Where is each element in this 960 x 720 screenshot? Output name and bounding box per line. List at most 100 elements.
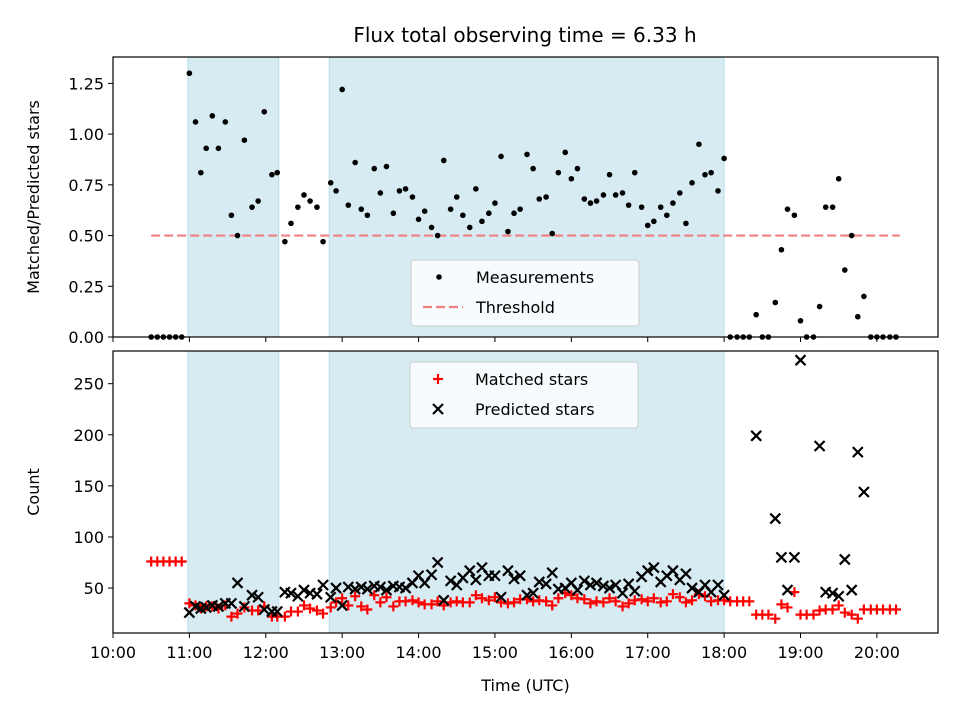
x-tick-label: 13:00	[319, 643, 365, 662]
predicted-stars-marker	[813, 440, 826, 452]
predicted-stars-marker	[858, 486, 870, 498]
measurements-marker	[587, 200, 594, 206]
matched-stars-marker	[547, 600, 558, 611]
matched-stars-marker	[413, 597, 424, 608]
matched-stars-marker	[325, 602, 336, 613]
y-axis-label: Matched/Predicted stars	[24, 100, 43, 294]
matched-stars-marker	[375, 597, 386, 608]
predicted-stars-marker	[336, 599, 348, 612]
measurements-marker	[396, 188, 403, 194]
measurements-marker	[466, 224, 473, 231]
predicted-stars-marker	[788, 551, 801, 564]
measurements-marker	[562, 149, 569, 156]
x-tick-label: 15:00	[472, 643, 518, 662]
measurements-marker	[352, 159, 358, 166]
legend-entry-predicted-stars: Predicted stars	[432, 400, 595, 419]
axis-ticks: 50 100 150 200 250	[73, 375, 878, 638]
matched-stars-marker	[839, 607, 850, 618]
measurements-marker	[269, 171, 275, 178]
predicted-stars-marker	[845, 584, 858, 596]
predicted-stars-marker	[271, 605, 284, 618]
predicted-stars-marker	[514, 570, 526, 582]
y-tick-label: 1.25	[68, 74, 104, 93]
measurements-marker	[644, 222, 651, 229]
predicted-stars-marker	[775, 551, 788, 564]
predicted-stars-marker	[212, 600, 225, 613]
measurements-marker	[409, 194, 416, 200]
legend-box	[410, 259, 640, 327]
predicted-stars-marker	[667, 564, 679, 577]
measurements-marker	[314, 204, 320, 210]
measurements-marker	[320, 238, 326, 245]
matched-stars-marker	[483, 595, 494, 606]
measurements-marker	[822, 204, 829, 210]
matched-stars-marker	[232, 608, 243, 619]
matched-stars-marker	[852, 613, 863, 624]
predicted-stars-marker	[628, 585, 641, 597]
measurements-marker	[339, 86, 345, 93]
x-tick-label: 20:00	[854, 643, 900, 662]
predicted-stars-marker	[769, 512, 782, 525]
observing-interval	[187, 56, 280, 338]
x-tick-label: 14:00	[396, 643, 442, 662]
measurements-marker	[383, 163, 390, 170]
measurements-marker	[829, 204, 836, 210]
matched-stars-marker	[476, 593, 487, 604]
predicted-stars-marker	[590, 577, 603, 589]
matched-stars-marker	[610, 596, 621, 607]
chart-title: Flux total observing time = 6.33 h	[353, 23, 696, 47]
matched-stars-marker	[680, 597, 691, 608]
measurements-marker	[625, 202, 632, 208]
matched-stars-marker	[541, 596, 552, 607]
matched-stars-marker	[226, 611, 237, 622]
x-axis-ticks: 10:00 11:00 12:00 13:00 14:00 15:00 16:00 17:00…	[90, 643, 900, 662]
matched-stars-marker	[763, 609, 774, 620]
matched-stars-marker	[636, 594, 647, 605]
observing-interval	[187, 350, 280, 634]
matched-stars-marker	[776, 599, 787, 610]
predicted-stars-marker	[425, 568, 438, 581]
matched-stars-marker	[388, 601, 399, 612]
matched-stars-marker	[253, 605, 264, 616]
measurements-marker	[241, 137, 248, 143]
legend-entry-matched-stars: Matched stars	[433, 370, 588, 389]
matched-stars-marker	[343, 600, 354, 611]
legend-entry-measurements: Measurements	[436, 268, 594, 287]
predicted-stars-marker	[231, 577, 244, 589]
measurements-marker	[486, 210, 492, 217]
predicted-stars-marker	[502, 564, 514, 577]
predicted-stars-marker	[578, 575, 591, 587]
measurements-marker	[606, 171, 613, 178]
predicted-stars-marker	[508, 573, 520, 585]
predicted-stars-marker	[285, 587, 297, 599]
measurements-marker	[638, 204, 645, 210]
predicted-stars-marker	[330, 582, 342, 594]
y-tick-label: 200	[73, 426, 104, 445]
measurements-marker	[327, 179, 334, 186]
x-axis-label: Time (UTC)	[480, 676, 569, 695]
matched-stars-marker	[509, 597, 520, 608]
predicted-stars-marker	[324, 591, 337, 604]
measurements-marker	[234, 232, 241, 239]
measurements-marker	[536, 196, 543, 202]
measurements-marker	[842, 267, 848, 273]
axes-frame	[112, 350, 939, 634]
matched-stars-marker	[356, 601, 367, 612]
matched-stars-marker	[350, 591, 361, 602]
matched-stars-marker	[470, 590, 481, 601]
measurements-marker	[249, 204, 255, 210]
measurements-marker	[600, 192, 607, 198]
x-tick-label: 19:00	[777, 643, 823, 662]
measurements-marker	[696, 141, 702, 148]
matched-stars-marker	[674, 592, 685, 603]
predicted-stars-marker	[495, 591, 507, 604]
ratio-panel: 0.00 0.25 0.50 0.75 1.00 1.25 Matched/Predict…	[24, 56, 939, 347]
predicted-stars-marker	[252, 591, 264, 604]
axis-ticks: 0.00 0.25 0.50 0.75 1.00 1.25	[68, 74, 878, 347]
predicted-stars-marker	[718, 589, 730, 601]
measurements-marker	[261, 108, 268, 115]
measurements-marker	[460, 212, 466, 219]
y-tick-label: 0.50	[68, 227, 104, 246]
x-tick-label: 16:00	[548, 643, 594, 662]
